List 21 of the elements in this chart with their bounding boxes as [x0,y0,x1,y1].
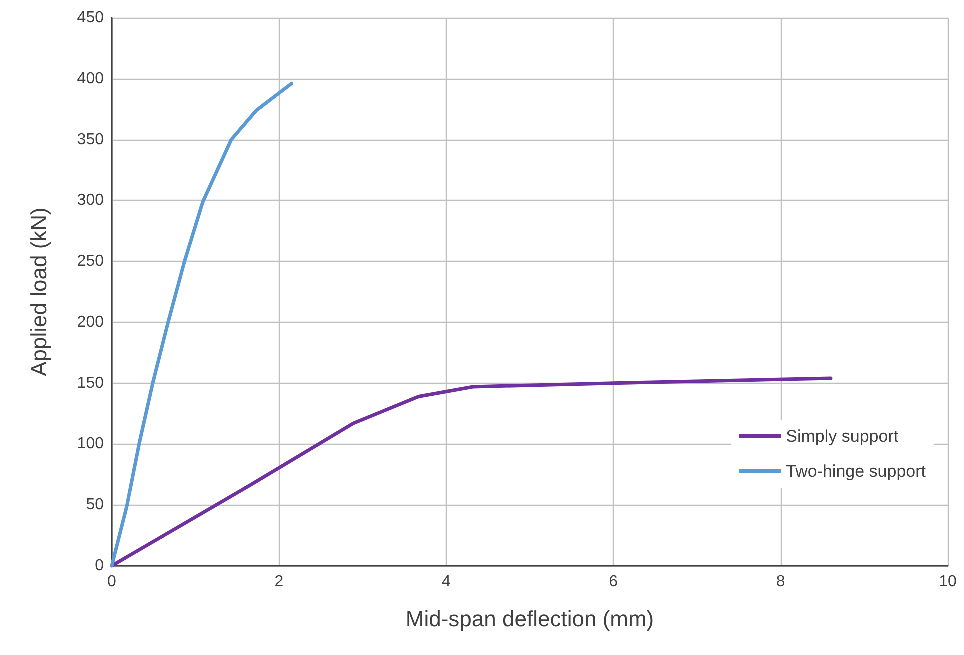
x-tick-label: 8 [776,574,786,590]
y-tick-label: 50 [86,496,104,514]
y-tick-label: 150 [77,374,104,392]
y-tick-label: 250 [77,253,104,270]
y-tick-label: 400 [77,70,104,88]
line-series [110,82,294,568]
y-tick-label: 350 [77,131,104,148]
x-tick-label: 0 [108,574,117,590]
x-tick-label: 10 [939,574,957,590]
y-tick-label: 300 [77,192,104,210]
y-tick-label: 200 [77,314,104,331]
y-tick-label: 0 [95,558,104,574]
x-tick-label: 2 [274,574,284,590]
y-axis-title: Applied load (kN) [26,208,52,376]
y-tick-label: 100 [77,436,104,453]
x-axis-title: Mid-span deflection (mm) [406,606,654,632]
x-tick-label: 6 [609,574,618,590]
legend-label: Two-hinge support [786,462,926,481]
y-tick-label: 450 [77,10,104,26]
x-tick-label: 4 [442,574,451,590]
legend-label: Simply support [786,427,899,446]
